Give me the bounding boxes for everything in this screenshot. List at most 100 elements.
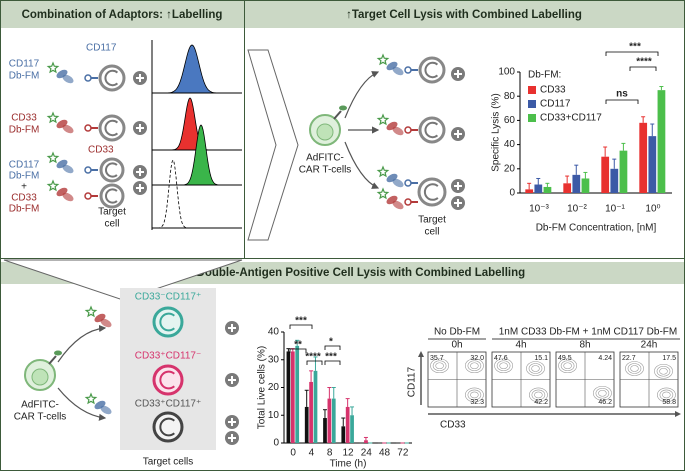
contour (432, 360, 447, 372)
cell-nucleus (105, 162, 118, 178)
label: CAR T-cells (14, 412, 67, 423)
label: cell (104, 219, 119, 230)
quadrant-value: 32.3 (470, 399, 484, 406)
label: CD33 (11, 113, 37, 124)
car (333, 110, 342, 120)
car (54, 350, 62, 356)
quadrant-value: 46.2 (598, 399, 612, 406)
target-cell (152, 411, 184, 443)
y-axis-label: Total Live cells (%) (257, 346, 268, 429)
x-tick-label: 48 (379, 448, 391, 459)
x-tick-label: 10⁻³ (529, 204, 549, 215)
bar (581, 178, 590, 193)
label: Db-FM (9, 125, 40, 136)
contour (654, 363, 673, 379)
cell-type-label: CD33⁺CD117⁺ (135, 399, 202, 410)
target-cell (418, 56, 446, 84)
plot-title: 4h (515, 340, 526, 351)
receptor-head (404, 198, 412, 206)
arrow (57, 387, 107, 421)
label: Db-FM (9, 71, 40, 82)
significance-bracket (289, 348, 307, 353)
contour (526, 361, 545, 376)
target-cell (418, 116, 446, 144)
contour (659, 389, 674, 401)
x-tick-label: 24 (361, 448, 373, 459)
x-tick-label: 10⁻² (567, 204, 587, 215)
adaptor (100, 318, 112, 328)
quadrant-value: 22.7 (622, 355, 636, 362)
y-tick-label: 20 (504, 163, 516, 174)
chevron (247, 49, 299, 241)
receptor-head (84, 166, 92, 174)
cell-nucleus (159, 312, 175, 332)
bar (657, 90, 666, 193)
label: CAR T-cells (299, 165, 352, 176)
significance: *** (629, 42, 641, 53)
y-tick-label: 20 (268, 382, 280, 393)
contour (470, 391, 479, 399)
contour (499, 362, 508, 370)
adaptor (392, 200, 404, 210)
target-cell (98, 64, 126, 92)
significance: ns (616, 89, 628, 100)
cell-type-label: CD33⁺CD117⁻ (135, 351, 202, 362)
x-tick-label: 10⁻¹ (605, 204, 625, 215)
bar (364, 440, 368, 443)
x-tick-label: 72 (397, 448, 409, 459)
label: Db-FM (9, 204, 40, 215)
fluor-star (46, 61, 60, 74)
bar (619, 150, 628, 193)
quadrant-value: 32.0 (470, 355, 484, 362)
legend-label: CD117 (540, 99, 571, 110)
cell-nucleus (159, 417, 175, 437)
y-tick-label: 0 (509, 188, 515, 199)
label: CD33 (11, 193, 37, 204)
significance: * (329, 337, 333, 348)
bar (295, 345, 300, 443)
bar (304, 406, 309, 443)
cell-nucleus (423, 183, 439, 201)
fluor-star (376, 165, 390, 178)
plot-title: 0h (451, 340, 462, 351)
y-tick-label: 80 (504, 91, 516, 102)
cell-nucleus (424, 61, 439, 79)
y-tick-label: 100 (498, 67, 515, 78)
y-axis-label: Specific Lysis (%) (491, 93, 502, 172)
target-cell (98, 114, 126, 142)
fluor-star (46, 111, 60, 124)
significance: ** (294, 340, 302, 351)
y-tick-label: 0 (273, 438, 279, 449)
legend-swatch (528, 86, 536, 94)
fluor-star (46, 151, 60, 164)
cell-nucleus (424, 121, 439, 139)
cell-nucleus (104, 119, 119, 137)
contour (464, 358, 484, 374)
bar (345, 406, 350, 443)
quadrant-value: 49.5 (558, 355, 572, 362)
receptor-head (84, 74, 92, 82)
car (339, 105, 347, 111)
label: Db-FM (9, 171, 40, 182)
quadrant-value: 15.1 (534, 355, 548, 362)
adaptor (62, 192, 74, 202)
cell-nucleus (159, 370, 175, 390)
bar (309, 381, 313, 443)
significance-bracket (324, 345, 341, 350)
contour (464, 387, 484, 403)
significance: *** (325, 352, 337, 363)
plot-title: 8h (579, 340, 590, 351)
arrow (344, 141, 380, 189)
plot-title: 24h (641, 340, 658, 351)
significance: **** (305, 352, 321, 363)
receptor-head (84, 192, 92, 200)
fluor-star (84, 305, 98, 318)
axis-label: CD33 (440, 420, 466, 431)
bar (639, 122, 648, 193)
fluor-star (376, 187, 390, 200)
adaptor (62, 124, 74, 134)
chevron (3, 259, 243, 301)
receptor-head (404, 179, 412, 187)
car-t-nucleus (316, 123, 334, 141)
